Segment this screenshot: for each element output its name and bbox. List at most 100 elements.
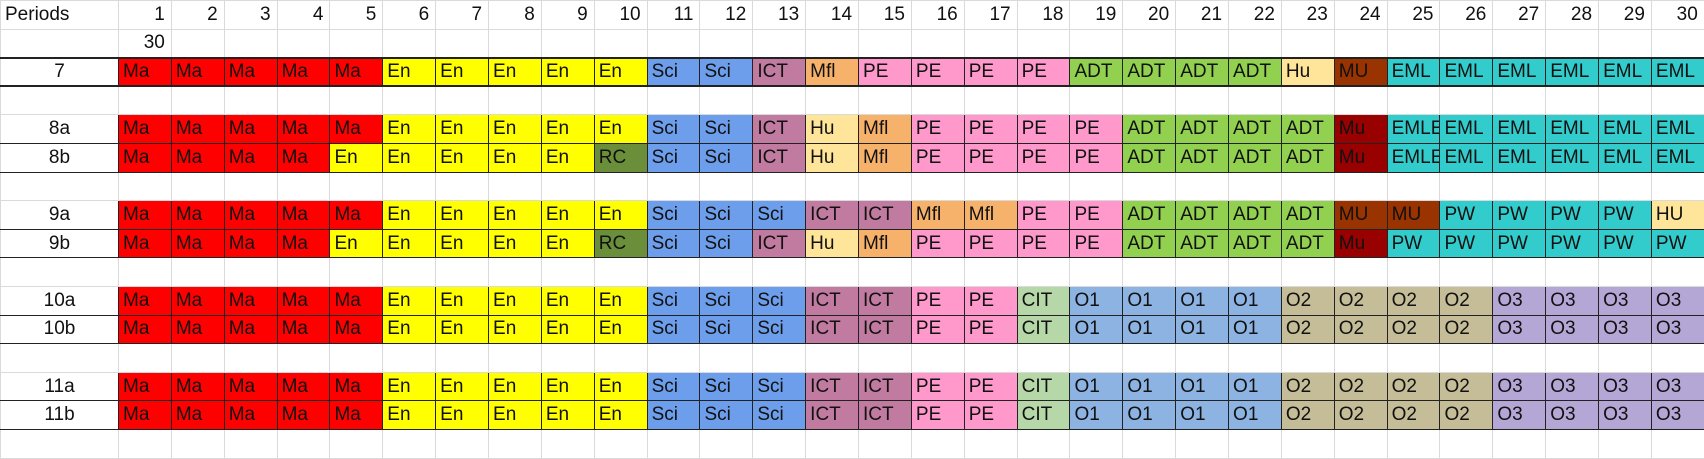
subject-cell[interactable]: O2 — [1334, 372, 1387, 401]
subject-cell[interactable]: PE — [911, 315, 964, 344]
empty-cell[interactable] — [383, 86, 436, 115]
subject-cell[interactable]: O1 — [1070, 315, 1123, 344]
empty-cell[interactable] — [489, 344, 542, 373]
subject-cell[interactable]: Hu — [806, 115, 859, 144]
subject-cell[interactable]: PE — [964, 115, 1017, 144]
subject-cell[interactable]: Sci — [700, 58, 753, 87]
empty-cell[interactable] — [700, 29, 753, 58]
empty-cell[interactable] — [1493, 29, 1546, 58]
empty-cell[interactable] — [1281, 172, 1334, 201]
subject-cell[interactable]: En — [383, 229, 436, 258]
subject-cell[interactable]: Ma — [277, 58, 330, 87]
subvalue-cell[interactable]: 30 — [119, 29, 172, 58]
subject-cell[interactable]: Ma — [119, 372, 172, 401]
subject-cell[interactable]: O2 — [1281, 372, 1334, 401]
empty-cell[interactable] — [859, 172, 912, 201]
empty-cell[interactable] — [1599, 29, 1652, 58]
subject-cell[interactable]: En — [436, 401, 489, 430]
empty-cell[interactable] — [330, 429, 383, 458]
empty-cell[interactable] — [1, 86, 119, 115]
subject-cell[interactable]: En — [594, 372, 647, 401]
subject-cell[interactable]: En — [594, 401, 647, 430]
empty-cell[interactable] — [436, 86, 489, 115]
subject-cell[interactable]: Ma — [277, 201, 330, 230]
empty-cell[interactable] — [489, 429, 542, 458]
empty-cell[interactable] — [647, 86, 700, 115]
empty-cell[interactable] — [1281, 258, 1334, 287]
empty-cell[interactable] — [436, 172, 489, 201]
subject-cell[interactable]: En — [594, 315, 647, 344]
subject-cell[interactable]: O1 — [1123, 315, 1176, 344]
empty-cell[interactable] — [541, 344, 594, 373]
subject-cell[interactable]: Ma — [330, 58, 383, 87]
empty-cell[interactable] — [436, 29, 489, 58]
subject-cell[interactable]: PE — [1017, 201, 1070, 230]
empty-cell[interactable] — [1546, 29, 1599, 58]
subject-cell[interactable]: En — [330, 229, 383, 258]
empty-cell[interactable] — [171, 29, 224, 58]
empty-cell[interactable] — [277, 29, 330, 58]
empty-cell[interactable] — [224, 429, 277, 458]
subject-cell[interactable]: O3 — [1599, 372, 1652, 401]
empty-cell[interactable] — [277, 429, 330, 458]
subject-cell[interactable]: Ma — [171, 58, 224, 87]
subject-cell[interactable]: Hu — [1281, 58, 1334, 87]
empty-cell[interactable] — [964, 29, 1017, 58]
subject-cell[interactable]: Ma — [330, 372, 383, 401]
empty-cell[interactable] — [911, 344, 964, 373]
period-number-cell[interactable]: 11 — [647, 1, 700, 30]
empty-cell[interactable] — [911, 172, 964, 201]
empty-cell[interactable] — [806, 86, 859, 115]
subject-cell[interactable]: O2 — [1440, 401, 1493, 430]
subject-cell[interactable]: Ma — [119, 286, 172, 315]
subject-cell[interactable]: Sci — [647, 372, 700, 401]
empty-cell[interactable] — [171, 86, 224, 115]
empty-cell[interactable] — [1229, 86, 1282, 115]
subject-cell[interactable]: En — [594, 286, 647, 315]
subject-cell[interactable]: PE — [1017, 229, 1070, 258]
subject-cell[interactable]: PW — [1546, 229, 1599, 258]
subject-cell[interactable]: En — [489, 286, 542, 315]
subject-cell[interactable]: O1 — [1070, 401, 1123, 430]
period-number-cell[interactable]: 23 — [1281, 1, 1334, 30]
subject-cell[interactable]: Ma — [171, 372, 224, 401]
empty-cell[interactable] — [1017, 86, 1070, 115]
subject-cell[interactable]: PE — [964, 315, 1017, 344]
period-number-cell[interactable]: 15 — [859, 1, 912, 30]
subject-cell[interactable]: EML — [1440, 58, 1493, 87]
period-number-cell[interactable]: 19 — [1070, 1, 1123, 30]
subject-cell[interactable]: En — [594, 58, 647, 87]
subject-cell[interactable]: PE — [964, 372, 1017, 401]
period-number-cell[interactable]: 17 — [964, 1, 1017, 30]
empty-cell[interactable] — [1387, 429, 1440, 458]
subject-cell[interactable]: O2 — [1387, 286, 1440, 315]
subject-cell[interactable]: ICT — [859, 286, 912, 315]
class-label-cell[interactable]: 9a — [1, 201, 119, 230]
subject-cell[interactable]: O2 — [1440, 372, 1493, 401]
subject-cell[interactable]: Sci — [647, 286, 700, 315]
subject-cell[interactable]: En — [383, 372, 436, 401]
subject-cell[interactable]: ICT — [859, 372, 912, 401]
subject-cell[interactable]: Sci — [647, 201, 700, 230]
subject-cell[interactable]: En — [383, 201, 436, 230]
subject-cell[interactable]: ADT — [1281, 143, 1334, 172]
empty-cell[interactable] — [541, 172, 594, 201]
subject-cell[interactable]: CIT — [1017, 401, 1070, 430]
subject-cell[interactable]: Ma — [330, 401, 383, 430]
period-number-cell[interactable]: 7 — [436, 1, 489, 30]
empty-cell[interactable] — [1, 258, 119, 287]
empty-cell[interactable] — [911, 86, 964, 115]
subject-cell[interactable]: Sci — [647, 315, 700, 344]
period-number-cell[interactable]: 10 — [594, 1, 647, 30]
empty-cell[interactable] — [1123, 344, 1176, 373]
period-number-cell[interactable]: 28 — [1546, 1, 1599, 30]
empty-cell[interactable] — [330, 29, 383, 58]
empty-cell[interactable] — [1440, 86, 1493, 115]
subject-cell[interactable]: O2 — [1334, 286, 1387, 315]
empty-cell[interactable] — [1281, 86, 1334, 115]
subject-cell[interactable]: ICT — [806, 315, 859, 344]
class-label-cell[interactable]: 8b — [1, 143, 119, 172]
subject-cell[interactable]: ADT — [1123, 115, 1176, 144]
subject-cell[interactable]: Mu — [1334, 115, 1387, 144]
subject-cell[interactable]: PE — [911, 115, 964, 144]
